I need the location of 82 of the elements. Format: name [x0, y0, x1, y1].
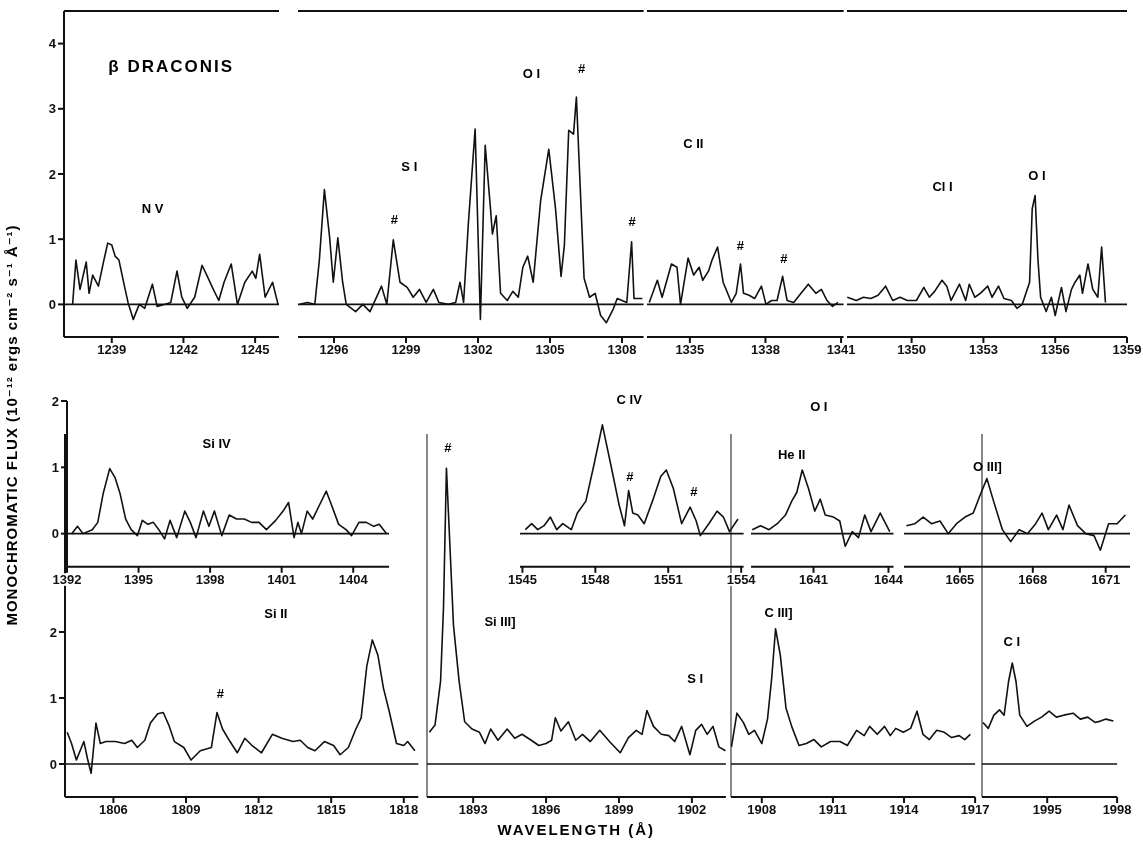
- x-tick-label: 1809: [171, 802, 201, 818]
- y-tick-label: 2: [48, 166, 56, 182]
- annotation: O I: [809, 399, 829, 416]
- x-tick-label: 1671: [1090, 571, 1120, 587]
- x-tick-label: 1296: [319, 341, 349, 357]
- annotation: #: [443, 439, 453, 456]
- annotation: #: [215, 685, 225, 702]
- annotation: O III]: [972, 458, 1003, 475]
- annotation: S I: [400, 158, 419, 175]
- x-tick-label: 1299: [391, 341, 421, 357]
- x-tick-label: 1356: [1040, 341, 1070, 357]
- x-tick-label: 1341: [826, 341, 856, 357]
- y-tick-label: 1: [49, 691, 57, 707]
- x-tick-label: 1812: [243, 802, 273, 818]
- x-tick-label: 1242: [168, 341, 198, 357]
- annotation: Si II: [263, 605, 289, 622]
- annotation: #: [735, 238, 745, 255]
- y-tick-label: 4: [48, 35, 57, 51]
- annotation: O I: [1027, 168, 1047, 184]
- annotation: C IV: [615, 392, 643, 408]
- x-tick-label: 1359: [1112, 341, 1142, 357]
- y-tick-label: 0: [51, 525, 59, 541]
- annotation: He II: [776, 446, 807, 463]
- x-tick-label: 1404: [338, 571, 369, 587]
- x-tick-label: 1335: [675, 341, 705, 357]
- x-tick-label: 1545: [507, 571, 537, 587]
- x-tick-label: 1644: [873, 571, 904, 587]
- x-tick-label: 1245: [240, 341, 270, 357]
- x-tick-label: 1350: [897, 341, 926, 357]
- annotation: Si IV: [201, 436, 232, 453]
- y-tick-label: 1: [48, 231, 56, 247]
- y-tick-label: 0: [49, 757, 57, 772]
- x-tick-label: 1551: [653, 571, 683, 587]
- y-tick-label: 0: [48, 296, 56, 312]
- x-tick-label: 1338: [750, 341, 780, 357]
- annotation: #: [389, 212, 399, 229]
- x-tick-label: 1401: [266, 571, 296, 587]
- x-tick-label: 1395: [123, 571, 153, 587]
- annotation: N V: [140, 201, 165, 218]
- x-axis-title: WAVELENGTH (Å): [496, 821, 657, 839]
- annotation: C I: [1002, 634, 1022, 651]
- x-tick-label: 1554: [726, 571, 756, 587]
- x-tick-label: 1899: [604, 802, 634, 818]
- x-tick-label: 1995: [1032, 802, 1062, 818]
- y-tick-label: 2: [49, 625, 57, 641]
- x-tick-label: 1239: [97, 341, 126, 357]
- annotation: O I: [521, 66, 542, 82]
- x-tick-label: 1893: [458, 802, 488, 818]
- annotation: #: [689, 483, 699, 500]
- x-tick-label: 1641: [798, 571, 828, 587]
- x-tick-label: 1668: [1018, 571, 1047, 587]
- annotation: C II: [682, 136, 705, 153]
- annotation: C III]: [763, 604, 794, 621]
- x-tick-label: 1917: [960, 802, 990, 818]
- y-tick-label: 2: [51, 393, 59, 409]
- x-tick-label: 1806: [98, 802, 128, 818]
- x-tick-label: 1902: [677, 802, 707, 818]
- annotation: #: [779, 251, 789, 268]
- x-tick-label: 1665: [945, 571, 975, 587]
- annotation: #: [625, 468, 635, 485]
- x-tick-label: 1911: [819, 802, 848, 818]
- text: β DRACONIS: [107, 56, 236, 77]
- x-tick-label: 1815: [316, 802, 346, 818]
- x-tick-label: 1305: [535, 341, 565, 357]
- y-tick-label: 1: [51, 459, 59, 475]
- x-tick-label: 1914: [889, 802, 920, 818]
- x-tick-label: 1308: [607, 341, 637, 357]
- y-axis-title: MONOCHROMATIC FLUX (10⁻¹² ergs cm⁻² s⁻¹ Å⁻¹): [3, 224, 21, 626]
- annotation: #: [627, 214, 637, 231]
- x-tick-label: 1908: [747, 802, 777, 818]
- x-tick-label: 1998: [1102, 802, 1132, 818]
- x-tick-label: 1548: [580, 571, 610, 587]
- annotation: Si III]: [483, 613, 517, 630]
- x-tick-label: 1353: [968, 341, 998, 357]
- y-tick-label: 3: [48, 100, 56, 116]
- x-tick-label: 1398: [195, 571, 225, 587]
- annotation: Cl I: [931, 179, 954, 195]
- x-tick-label: 1818: [388, 802, 418, 818]
- annotation: #: [576, 60, 587, 77]
- annotation: S I: [686, 671, 705, 688]
- x-tick-label: 1302: [463, 341, 493, 357]
- x-tick-label: 1896: [531, 802, 561, 818]
